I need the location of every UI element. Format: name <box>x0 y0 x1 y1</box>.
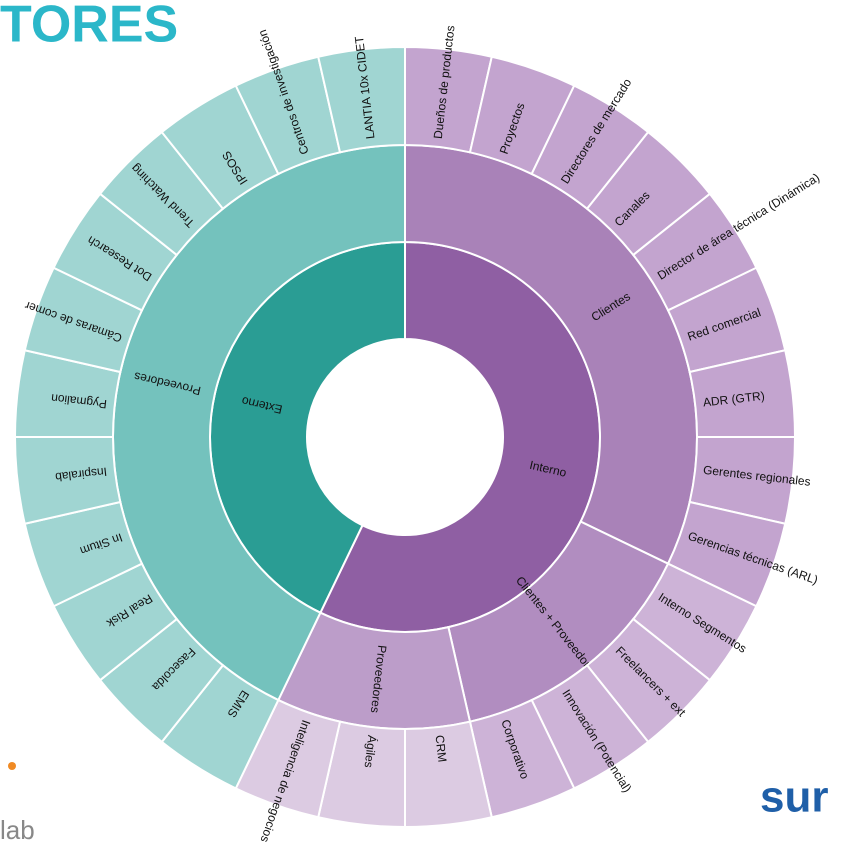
leaf-arc <box>317 45 406 154</box>
segment-label: CRM <box>432 734 449 763</box>
segment-label: ADR (GTR) <box>702 389 765 410</box>
segment-label: Pygmalion <box>50 391 107 411</box>
segment-label: Ágiles <box>362 734 381 768</box>
logo-left: lab <box>0 815 35 845</box>
segment-label: Inspiralab <box>54 464 108 484</box>
heading: TORES <box>0 0 178 54</box>
logo-right: sur <box>760 773 828 822</box>
logo-dot <box>8 762 16 770</box>
